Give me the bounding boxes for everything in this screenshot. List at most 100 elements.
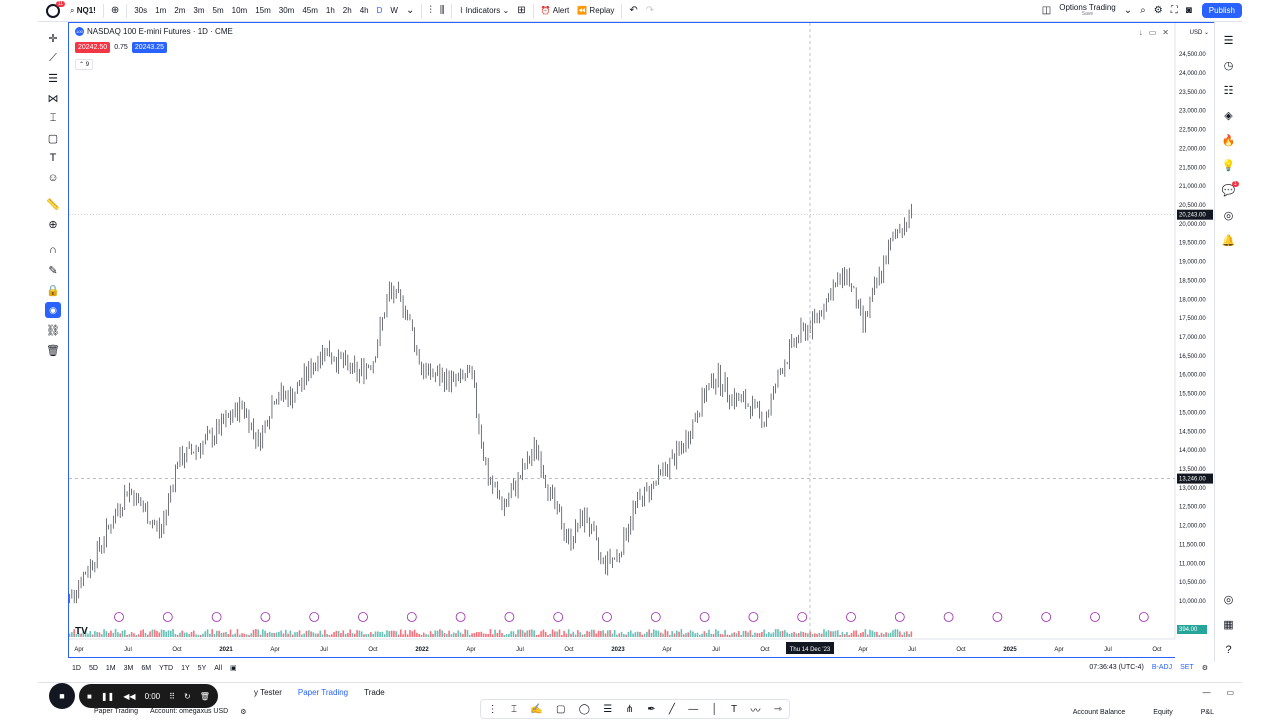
account-selector[interactable]: Account: omegaxus USD (149, 708, 229, 715)
undo-icon[interactable]: ↶ (629, 5, 638, 16)
tab-paper-trading[interactable]: Paper Trading (297, 688, 349, 697)
line-icon[interactable]: ╱ (668, 703, 675, 715)
range-6m[interactable]: 6M (141, 664, 152, 672)
alert-button[interactable]: ⏰ Alert (537, 0, 574, 22)
horizontal-line-icon[interactable]: — (688, 703, 699, 715)
bell-icon[interactable]: 🔔 (1221, 235, 1236, 247)
layers-icon[interactable]: ◈ (1224, 110, 1233, 122)
dividend-event-marker[interactable] (114, 612, 124, 622)
help-icon[interactable]: ? (1225, 643, 1232, 656)
interval-30m[interactable]: 30m (278, 6, 295, 15)
symbol-search[interactable]: ⌕ NQ1! (66, 0, 100, 22)
close-icon[interactable]: ✕ (1162, 28, 1169, 37)
interval-4h[interactable]: 4h (359, 6, 369, 15)
zoom-in-icon[interactable]: ⊕ (48, 218, 58, 231)
interval-w[interactable]: W (390, 6, 398, 15)
interval-2m[interactable]: 2m (174, 6, 186, 15)
text-icon[interactable]: T (49, 152, 57, 164)
buy-price-button[interactable]: 20243.25 (131, 42, 168, 53)
dividend-event-marker[interactable] (797, 612, 808, 622)
fib-retracement-icon[interactable]: ☰ (48, 72, 58, 85)
interval-1m[interactable]: 1m (155, 6, 167, 15)
ruler-icon[interactable]: 📏 (46, 198, 60, 211)
trend-line-icon[interactable]: ⟋ (49, 51, 57, 64)
range-1d[interactable]: 1D (72, 664, 81, 672)
range-5y[interactable]: 5Y (197, 664, 207, 672)
dividend-event-marker[interactable] (992, 612, 1003, 622)
range-all[interactable]: All (214, 664, 223, 672)
interval-15m[interactable]: 15m (255, 6, 271, 15)
interval-3m[interactable]: 3m (193, 6, 205, 15)
hotlists-icon[interactable]: 🔥 (1221, 135, 1236, 147)
dividend-event-marker[interactable] (602, 612, 612, 622)
tab-y-tester[interactable]: y Tester (254, 688, 282, 697)
dividend-event-marker[interactable] (748, 612, 759, 622)
fullscreen-icon[interactable]: ⛶ (1170, 5, 1178, 16)
ideas-icon[interactable]: 💡 (1221, 160, 1236, 172)
add-symbol-icon[interactable]: ⊕ (110, 5, 120, 16)
sell-price-button[interactable]: 20242.50 (75, 42, 111, 53)
link-icon[interactable]: ⛓ (46, 324, 60, 337)
clock-readout[interactable]: 07:36:43 (UTC-4) (1089, 664, 1144, 671)
crosshair-icon[interactable]: ✛ (48, 32, 58, 45)
target-icon[interactable]: ◎ (1223, 594, 1234, 606)
publish-button[interactable]: Publish (1201, 3, 1242, 18)
watchlist-icon[interactable]: ☰ (1223, 35, 1234, 47)
candles-icon[interactable]: ⫼ (439, 5, 445, 16)
data-window-icon[interactable]: ☷ (1223, 85, 1234, 97)
dividend-event-marker[interactable] (943, 612, 954, 622)
emoji-icon[interactable]: ☺ (47, 172, 59, 184)
hide-drawings-icon[interactable]: ◉ (42, 300, 64, 320)
clock-alerts-icon[interactable]: ◷ (1223, 60, 1234, 72)
replay-button[interactable]: ⏪ Replay (573, 0, 618, 22)
camera-icon[interactable]: ■ (49, 683, 75, 709)
templates-icon[interactable]: ⊞ (517, 5, 526, 16)
maximize-panel-icon[interactable]: ▭ (1226, 688, 1234, 697)
interval-1h[interactable]: 1h (325, 6, 335, 15)
panel-layout-icon[interactable]: ◫ (1041, 5, 1052, 16)
pencil-lock-icon[interactable]: ✎ (48, 264, 58, 277)
dividend-event-marker[interactable] (1041, 612, 1052, 622)
arrow-down-icon[interactable]: ↓ (1138, 28, 1143, 37)
streams-icon[interactable]: ◎ (1223, 210, 1234, 222)
gear-icon[interactable]: ⚙ (1153, 5, 1163, 16)
rewind-icon[interactable]: ◀◀ (123, 691, 136, 701)
pitchfork-icon[interactable]: ⋔ (625, 703, 634, 715)
interval-45m[interactable]: 45m (302, 6, 318, 15)
camera-icon[interactable]: ◙ (1185, 5, 1192, 16)
currency-selector[interactable]: USD ⌄ (1189, 30, 1209, 36)
dividend-event-marker[interactable] (846, 612, 856, 622)
dividend-event-marker[interactable] (309, 612, 320, 622)
maximize-pane-icon[interactable]: ▭ (1148, 28, 1157, 37)
layout-name-button[interactable]: Options Trading Save (1055, 0, 1119, 22)
magnet-icon[interactable]: ∩ (49, 244, 57, 256)
brush-icon[interactable]: ✍ (530, 703, 543, 715)
interval-2h[interactable]: 2h (342, 6, 352, 15)
chat-icon[interactable]: 💬 1 (1221, 181, 1239, 197)
pattern-icon[interactable]: ⋈ (47, 92, 59, 105)
grid-icon[interactable]: ⠿ (169, 691, 175, 701)
lock-icon[interactable]: 🔒 (46, 284, 60, 297)
rectangle-icon[interactable]: ▢ (555, 703, 566, 715)
stop-icon[interactable]: ■ (87, 691, 92, 701)
back-adjust-toggle[interactable]: B-ADJ (1151, 664, 1173, 671)
bar-style-icon[interactable]: ⫶ (429, 5, 432, 16)
circle-icon[interactable]: ◯ (578, 703, 590, 715)
dividend-event-marker[interactable] (650, 612, 661, 622)
dividend-event-marker[interactable] (553, 612, 564, 622)
goto-date-icon[interactable]: ▣ (230, 665, 237, 672)
projection-icon[interactable]: ⌶ (49, 111, 57, 124)
vertical-line-icon[interactable]: │ (711, 703, 718, 715)
indicators-collapse-toggle[interactable]: ⌃ 9 (75, 59, 94, 70)
chevron-down-icon[interactable]: ⌄ (1123, 5, 1133, 16)
chevron-down-icon[interactable]: ⌄ (405, 5, 415, 16)
indicators-button[interactable]: ⌇ Indicators ⌄ (459, 6, 510, 15)
arrow-icon[interactable]: ⇾ (773, 703, 783, 715)
settings-icon[interactable]: ⚙ (1201, 665, 1208, 672)
range-ytd[interactable]: YTD (159, 664, 174, 672)
pause-icon[interactable]: ❚❚ (100, 691, 115, 701)
dividend-event-marker[interactable] (1090, 612, 1100, 622)
interval-5m[interactable]: 5m (212, 6, 224, 15)
dividend-event-marker[interactable] (699, 612, 710, 622)
shapes-icon[interactable]: ▢ (47, 132, 59, 145)
